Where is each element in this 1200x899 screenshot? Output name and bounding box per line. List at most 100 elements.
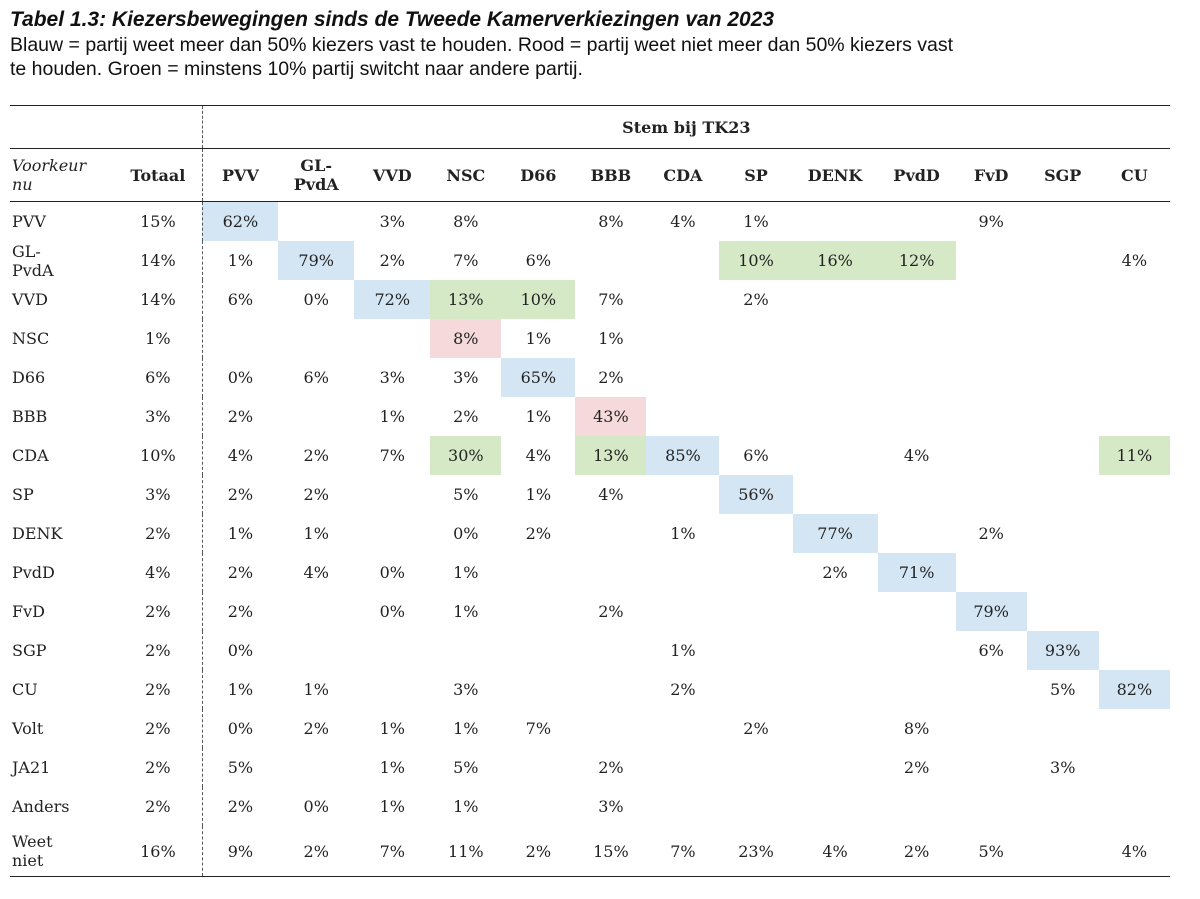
column-header: PVV: [202, 148, 279, 202]
table-cell: [1099, 202, 1170, 242]
table-cell: 2%: [453, 407, 479, 426]
table-row: Volt 2% 0% 2% 1% 1% 7% 2% 8%: [10, 709, 1170, 748]
table-cell: [793, 475, 878, 514]
table-cell: [956, 397, 1027, 436]
row-label: PVV: [12, 212, 46, 231]
row-label: PvdD: [12, 563, 55, 582]
column-header: FvD: [955, 148, 1027, 202]
table-cell: 4%: [525, 446, 552, 465]
table-cell: 2%: [598, 368, 624, 387]
table-cell: 16%: [792, 241, 878, 280]
table-cell: 0%: [227, 719, 254, 738]
table-cell: [793, 787, 878, 826]
row-label: CDA: [12, 446, 49, 465]
table-cell: 6%: [525, 251, 552, 270]
table-cell: 10%: [719, 241, 793, 280]
table-cell: [1099, 280, 1170, 319]
table-cell: [501, 631, 575, 670]
table-cell: [719, 592, 792, 631]
row-label: BBB: [12, 407, 48, 426]
table-cell: 7%: [379, 446, 405, 465]
table-cell: 93%: [1026, 631, 1099, 670]
table-cell: 0%: [379, 602, 405, 621]
table-cell: [1027, 202, 1099, 242]
table-cell: [1099, 319, 1170, 358]
table-cell: [646, 592, 719, 631]
table-row: CDA 10% 4% 2% 7% 30% 4% 13% 85% 6% 4% 11%: [10, 436, 1170, 475]
table-cell: 7%: [525, 719, 552, 738]
table-cell: [646, 241, 719, 280]
table-cell: [793, 202, 878, 242]
table-cell: [1099, 553, 1170, 592]
table-cell: [956, 319, 1027, 358]
table-cell: 82%: [1098, 670, 1170, 709]
table-cell: 11%: [1098, 436, 1170, 475]
row-label: DENK: [12, 524, 63, 543]
table-cell: 7%: [598, 290, 624, 309]
table-cell: 2%: [670, 680, 696, 699]
row-label: SP: [12, 485, 34, 504]
table-cell: [646, 358, 719, 397]
table-cell: [646, 553, 719, 592]
table-cell: [719, 787, 792, 826]
table-cell: [878, 319, 956, 358]
table-cell: [719, 553, 792, 592]
table-cell: [793, 709, 878, 748]
legend-line-2: te houden. Groen = minstens 10% partij s…: [10, 58, 583, 80]
table-cell: [793, 358, 878, 397]
table-cell: [956, 670, 1027, 709]
table-cell: [1099, 514, 1170, 553]
row-label: GL- PvdA: [12, 241, 54, 280]
table-cell: 1%: [525, 485, 552, 504]
row-total: 2%: [114, 709, 203, 748]
table-row: Anders 2% 2% 0% 1% 1% 3%: [10, 787, 1170, 826]
table-cell: [278, 631, 354, 670]
table-cell: [575, 709, 646, 748]
table-cell: 5%: [453, 758, 479, 777]
table-cell: [878, 280, 956, 319]
row-label: D66: [12, 368, 46, 387]
table-cell: 11%: [430, 826, 502, 877]
table-cell: 4%: [1121, 251, 1148, 270]
table-cell: [719, 670, 792, 709]
table-cell: 4%: [598, 485, 624, 504]
table-cell: [1027, 787, 1099, 826]
table-title: Tabel 1.3: Kiezersbewegingen sinds de Tw…: [10, 8, 775, 31]
table-cell: 1%: [379, 758, 405, 777]
table-cell: [878, 202, 956, 242]
table-cell: [956, 241, 1027, 280]
row-total: 6%: [114, 358, 203, 397]
table-row: VVD 14% 6% 0% 72% 13% 10% 7% 2%: [10, 280, 1170, 319]
table-cell: 1%: [743, 212, 769, 231]
table-cell: 2%: [903, 758, 930, 777]
table-cell: 6%: [978, 641, 1004, 660]
table-cell: [575, 631, 646, 670]
row-total: 3%: [114, 475, 203, 514]
table-cell: [1099, 397, 1170, 436]
table-cell: 1%: [670, 641, 696, 660]
table-cell: [878, 475, 956, 514]
table-cell: 1%: [525, 407, 552, 426]
table-cell: [646, 709, 719, 748]
table-cell: [793, 397, 878, 436]
table-cell: [575, 553, 646, 592]
table-cell: 8%: [903, 719, 930, 738]
row-total: 2%: [114, 592, 203, 631]
table-cell: [956, 280, 1027, 319]
table-caption: Tabel 1.3: Kiezersbewegingen sinds de Tw…: [10, 6, 1190, 81]
table-cell: 2%: [598, 758, 624, 777]
table-cell: [719, 514, 792, 553]
table-cell: 62%: [202, 201, 279, 241]
column-header: GL- PvdA: [278, 148, 355, 202]
row-total: 16%: [114, 826, 203, 877]
table-cell: [1027, 709, 1099, 748]
table-cell: [278, 397, 354, 436]
table-cell: [956, 787, 1027, 826]
table-cell: [1027, 553, 1099, 592]
table-cell: 1%: [598, 329, 624, 348]
table-cell: [354, 475, 430, 514]
table-row: PvdD 4% 2% 4% 0% 1% 2% 71%: [10, 553, 1170, 592]
table-row: SGP 2% 0% 1% 6% 93%: [10, 631, 1170, 670]
row-total: 14%: [114, 280, 203, 319]
table-cell: [1027, 475, 1099, 514]
